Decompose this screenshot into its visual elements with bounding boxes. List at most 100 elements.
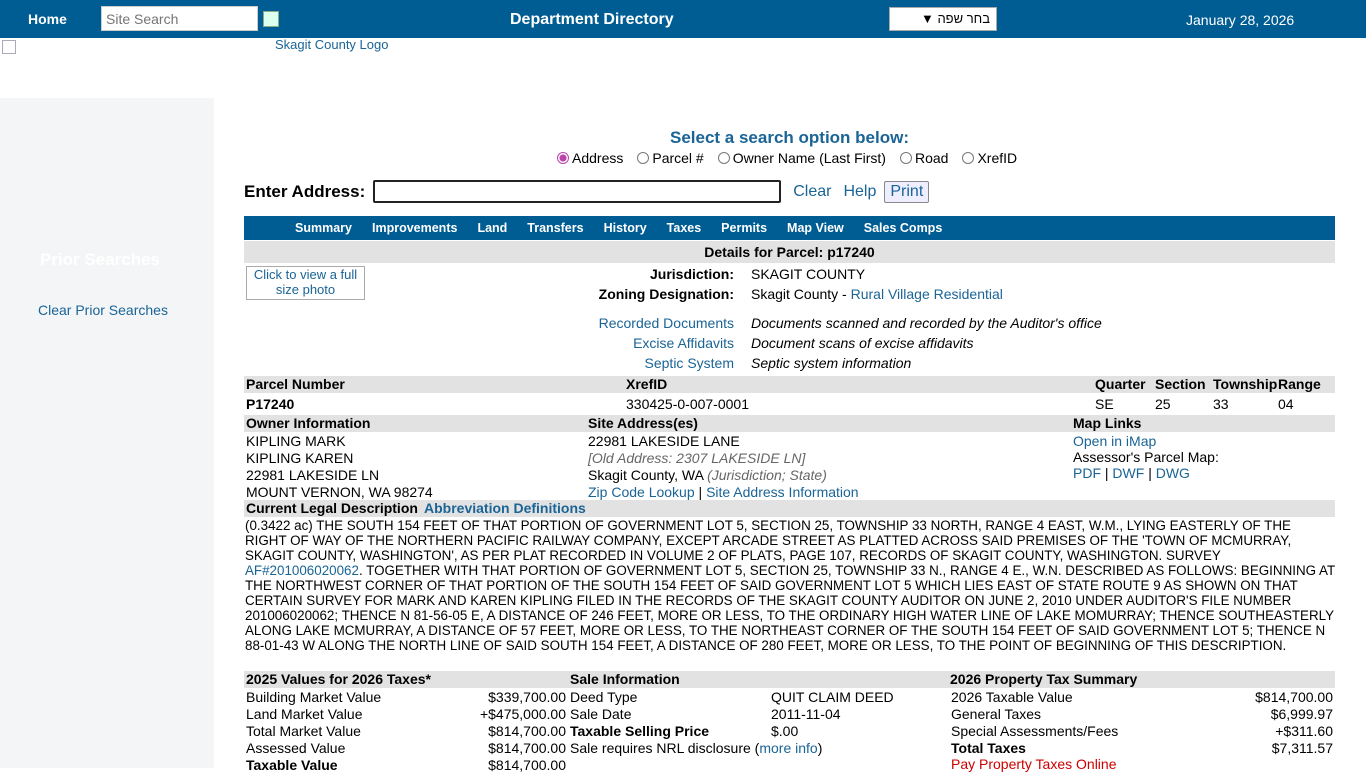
tax-label: Total Taxes	[951, 740, 1026, 756]
tax-label: 2026 Taxable Value	[951, 689, 1073, 705]
sale-header: Sale Information	[570, 671, 680, 687]
clear-button[interactable]: Clear	[793, 182, 832, 200]
map-links-header: Map Links	[1073, 415, 1142, 431]
radio-owner-name[interactable]: Owner Name (Last First)	[717, 150, 886, 166]
excise-affidavits-link[interactable]: Excise Affidavits	[633, 335, 734, 351]
tax-label: General Taxes	[951, 706, 1042, 722]
separator: |	[694, 484, 707, 500]
pdf-link[interactable]: PDF	[1073, 465, 1101, 481]
abbreviation-definitions-link[interactable]: Abbreviation Definitions	[424, 500, 586, 516]
header-section: Section	[1155, 376, 1206, 392]
search-option-heading: Select a search option below:	[669, 128, 909, 147]
radio-icon[interactable]	[899, 152, 912, 164]
section: 25	[1155, 396, 1171, 412]
language-select[interactable]: בחר שפה ▼	[889, 7, 997, 31]
open-imap-link[interactable]: Open in iMap	[1073, 433, 1157, 449]
site-address-line: 22981 LAKESIDE LANE	[588, 433, 740, 449]
print-button[interactable]: Print	[884, 180, 930, 203]
radio-icon[interactable]	[557, 152, 569, 164]
clear-prior-searches-link[interactable]: Clear Prior Searches	[38, 302, 168, 318]
site-city: Skagit County, WA	[588, 467, 708, 483]
dwf-link[interactable]: DWF	[1112, 465, 1145, 481]
owner-header-row: Owner Information Site Address(es) Map L…	[244, 415, 1335, 432]
value-amount: $814,700.00	[488, 723, 566, 739]
map-links: Open in iMap Assessor's Parcel Map: PDF …	[1073, 433, 1219, 481]
tab-improvements[interactable]: Improvements	[371, 221, 458, 235]
parcel-values-row: P17240 330425-0-007-0001 SE 25 33 04	[244, 396, 1335, 413]
recorded-documents-link[interactable]: Recorded Documents	[598, 315, 734, 331]
header-township: Township	[1213, 376, 1278, 392]
legal-text: (0.3422 ac) THE SOUTH 154 FEET OF THAT P…	[245, 518, 1292, 563]
site-search-input[interactable]	[101, 6, 258, 31]
radio-icon[interactable]	[717, 152, 730, 164]
address-input[interactable]	[373, 180, 782, 203]
site-address: 22981 LAKESIDE LANE [Old Address: 2307 L…	[588, 433, 859, 501]
radio-icon[interactable]	[637, 152, 650, 164]
owner-line: MOUNT VERNON, WA 98274	[246, 484, 433, 500]
value-label: Assessed Value	[246, 740, 346, 756]
pay-taxes-online-link[interactable]: Pay Property Taxes Online	[951, 756, 1117, 772]
tab-history[interactable]: History	[603, 221, 647, 235]
values-header: 2025 Values for 2026 Taxes*	[246, 671, 431, 687]
legal-text: . TOGETHER WITH THAT PORTION OF GOVERNME…	[245, 563, 1335, 653]
details-title: Details for Parcel: p17240	[244, 241, 1335, 263]
old-address: [Old Address: 2307 LAKESIDE LN]	[588, 450, 806, 466]
owner-info: KIPLING MARK KIPLING KAREN 22981 LAKESID…	[246, 433, 433, 501]
zip-code-lookup-link[interactable]: Zip Code Lookup	[588, 484, 695, 500]
tab-permits[interactable]: Permits	[721, 221, 768, 235]
site-address-header: Site Address(es)	[588, 415, 698, 431]
jurisdiction-value: SKAGIT COUNTY	[751, 266, 866, 282]
site-address-info-link[interactable]: Site Address Information	[706, 484, 859, 500]
zoning-label: Zoning Designation:	[598, 286, 734, 302]
parcel-photo[interactable]: Click to view a full size photo	[246, 266, 365, 300]
septic-system-link[interactable]: Septic System	[644, 355, 734, 371]
tab-land[interactable]: Land	[477, 221, 508, 235]
radio-road[interactable]: Road	[899, 150, 948, 166]
zoning-link[interactable]: Rural Village Residential	[850, 286, 1003, 302]
value-label: Building Market Value	[246, 689, 382, 705]
search-icon[interactable]	[263, 11, 279, 27]
tab-summary[interactable]: Summary	[295, 221, 352, 235]
nrl-end: )	[817, 740, 823, 756]
tab-taxes[interactable]: Taxes	[666, 221, 702, 235]
home-link[interactable]: Home	[28, 11, 67, 27]
tab-map-view[interactable]: Map View	[787, 221, 844, 235]
department-directory-link[interactable]: Department Directory	[510, 11, 674, 28]
radio-address[interactable]: Address	[557, 150, 623, 166]
excise-affidavits-desc: Document scans of excise affidavits	[751, 335, 974, 351]
tax-amount: $814,700.00	[1255, 689, 1333, 705]
radio-icon[interactable]	[962, 152, 975, 164]
search-options: Address Parcel # Owner Name (Last First)…	[557, 150, 1017, 166]
range: 04	[1278, 396, 1294, 412]
sale-label: Sale Date	[570, 706, 632, 722]
separator: |	[1144, 465, 1156, 481]
sale-label: Deed Type	[570, 689, 638, 705]
legal-description: (0.3422 ac) THE SOUTH 154 FEET OF THAT P…	[245, 518, 1335, 653]
value-amount: $814,700.00	[488, 740, 566, 756]
site-city-note: (Jurisdiction; State)	[707, 467, 827, 483]
county-logo[interactable]: Skagit County Logo	[275, 37, 389, 52]
radio-xrefid[interactable]: XrefID	[962, 150, 1017, 166]
township: 33	[1213, 396, 1229, 412]
value-amount: $339,700.00	[488, 689, 566, 705]
value-label: Land Market Value	[246, 706, 363, 722]
more-info-link[interactable]: more info	[759, 740, 818, 756]
enter-address-label: Enter Address:	[244, 181, 366, 201]
parcel-number: P17240	[246, 396, 295, 412]
header-parcel-number: Parcel Number	[246, 376, 345, 392]
value-label: Taxable Value	[246, 757, 338, 773]
sale-value: 2011-11-04	[771, 706, 841, 722]
tab-transfers[interactable]: Transfers	[527, 221, 584, 235]
septic-system-desc: Septic system information	[751, 355, 912, 371]
sale-value: $.00	[771, 723, 799, 739]
parcel-header-row: Parcel Number XrefID Quarter Section Tow…	[244, 376, 1335, 393]
tax-summary-header: 2026 Property Tax Summary	[950, 671, 1138, 687]
survey-link[interactable]: AF#201006020062	[245, 563, 359, 578]
help-button[interactable]: Help	[843, 182, 877, 200]
tax-amount: $6,999.97	[1270, 706, 1333, 722]
broken-image-icon	[2, 40, 16, 54]
top-bar: Home Department Directory בחר שפה ▼ Janu…	[0, 0, 1366, 38]
radio-parcel[interactable]: Parcel #	[637, 150, 704, 166]
dwg-link[interactable]: DWG	[1155, 465, 1190, 481]
tab-sales-comps[interactable]: Sales Comps	[863, 221, 943, 235]
